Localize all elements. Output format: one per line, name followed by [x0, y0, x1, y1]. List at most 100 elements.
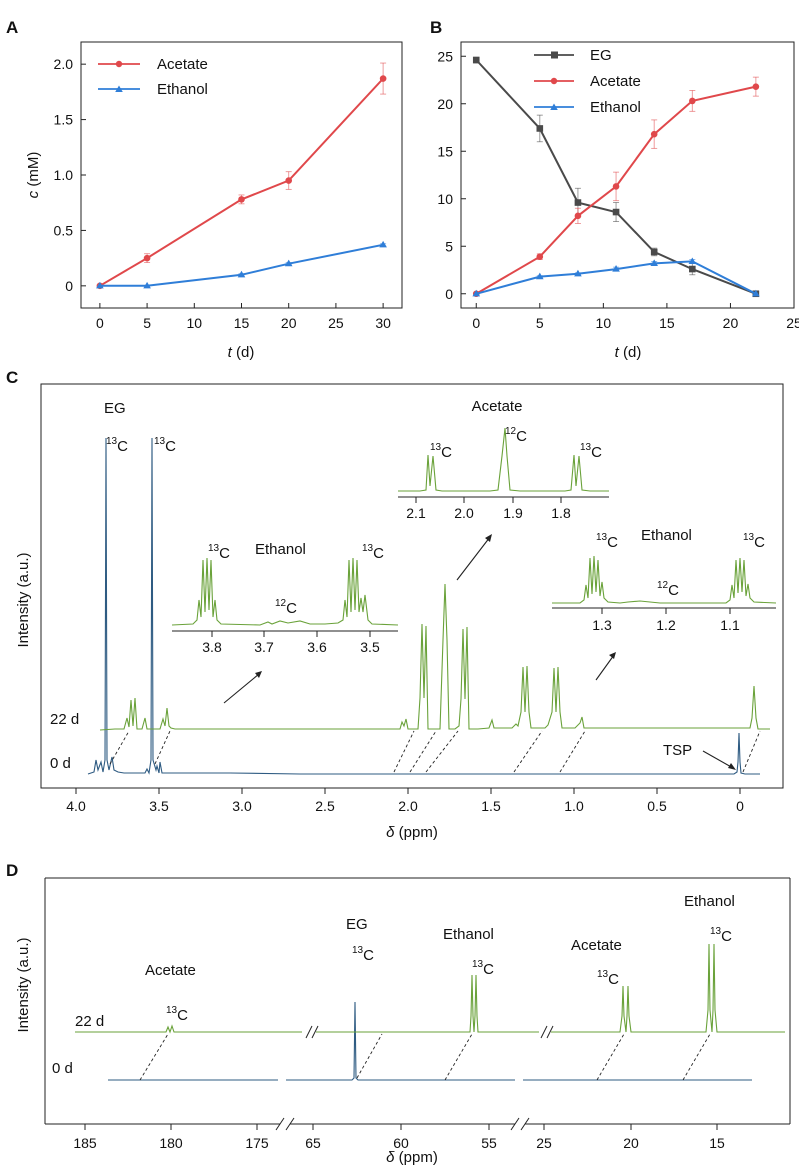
b-xticklabel-0: 0 — [472, 315, 480, 331]
b-point-acetate-2 — [574, 212, 582, 220]
c-inset-acetate-12c: 12C — [505, 426, 527, 445]
c-inset-ethanol-right-12c: 12C — [657, 580, 679, 599]
a-xticklabel-5: 5 — [143, 315, 151, 331]
b-point-ethanol-0 — [472, 289, 481, 297]
c-arrowhead-ethanol-right — [609, 652, 616, 659]
panel-c: C Intensity (a.u.) δ (ppm) 4.0 3.5 3.0 2… — [6, 368, 784, 841]
c-label-eg: EG — [104, 400, 126, 417]
panel-c-xticks: 4.0 3.5 3.0 2.5 2.0 1.5 1.0 0.5 0 — [66, 788, 744, 814]
a-point-ethanol-1 — [143, 281, 151, 289]
d-trace-0d — [108, 1001, 752, 1081]
legend-marker-acetate — [115, 60, 123, 68]
d-axis-break-2b — [520, 1117, 530, 1131]
c-inset-ethanol-left-ticklabel-3-7: 3.7 — [254, 639, 274, 655]
c-dashed-connectors — [109, 730, 761, 773]
a-point-acetate-4 — [379, 75, 387, 82]
c-inset-ethanol-left: Ethanol 13C 12C 13C 3.8 3.7 3.6 3.5 — [171, 541, 399, 704]
panel-b-ticks: 0 5 10 15 20 25 0 5 10 15 20 25 — [437, 48, 799, 331]
d-axis-break-1b — [285, 1117, 295, 1131]
b-yticklabel-1: 5 — [445, 238, 453, 254]
panel-d: D Intensity (a.u.) 185 180 175 65 60 — [6, 861, 791, 1166]
d-trace-break-2b — [546, 1025, 554, 1039]
b-point-ethanol-6 — [752, 289, 760, 297]
c-arrow-ethanol-left — [223, 673, 260, 704]
c-inset-ethanol-right-title: Ethanol — [641, 527, 692, 544]
c-ticklabel-4-0: 4.0 — [66, 798, 86, 814]
b-point-eg-5 — [689, 265, 696, 273]
c-trace-22d — [99, 583, 770, 731]
b-point-ethanol-5 — [688, 257, 697, 265]
legend-marker-ethanol-b — [550, 103, 558, 110]
c-arrowhead-ethanol-left — [255, 671, 262, 678]
panel-d-letter: D — [6, 861, 18, 880]
c-ticklabel-1-5: 1.5 — [481, 798, 501, 814]
c-inset-acetate-trace — [398, 427, 609, 492]
d-label-13c-acetate-left: 13C — [166, 1005, 188, 1024]
panel-b: B 0 5 10 15 20 25 0 5 10 15 20 25 t (d) EG Acetate … — [430, 18, 799, 361]
panel-c-xlabel: δ (ppm) — [386, 824, 438, 841]
c-inset-ethanol-left-ticklabel-3-8: 3.8 — [202, 639, 222, 655]
c-inset-acetate: Acetate 13C 12C 13C 2.1 2.0 1.9 1.8 — [398, 398, 609, 581]
legend-marker-ethanol — [115, 85, 123, 92]
c-label-13c-left: 13C — [106, 436, 128, 455]
d-axis-break-1a — [275, 1117, 285, 1131]
d-axis-break-2a — [510, 1117, 520, 1131]
panel-c-ylabel: Intensity (a.u.) — [15, 552, 32, 647]
d-trace-22d — [75, 943, 785, 1034]
d-label-13c-eg: 13C — [352, 945, 374, 964]
legend-label-eg: EG — [590, 47, 612, 64]
c-dash-2 — [154, 730, 171, 765]
c-label-13c-right: 13C — [154, 436, 176, 455]
c-inset-ethanol-right-13c-right: 13C — [743, 532, 765, 551]
b-xticklabel-10: 10 — [596, 315, 612, 331]
a-yticklabel-0: 0 — [65, 278, 73, 294]
panel-c-frame — [40, 383, 784, 789]
d-label-ethanol-right: Ethanol — [684, 893, 735, 910]
b-xticklabel-5: 5 — [536, 315, 544, 331]
panel-a-xlabel: t (d) — [228, 344, 255, 361]
panel-a: A 0 5 10 15 20 25 30 0 0.5 1.0 1.5 2.0 t (d) c (mM)… — [6, 18, 403, 361]
panel-c-letter: C — [6, 368, 18, 387]
d-label-eg: EG — [346, 916, 368, 933]
d-ticklabel-15: 15 — [709, 1135, 725, 1151]
c-inset-ethanol-right-ticklabel-1-1: 1.1 — [720, 617, 740, 633]
b-point-ethanol-4 — [650, 259, 658, 266]
c-trace-label-22d: 22 d — [50, 711, 79, 728]
a-point-acetate-1 — [143, 254, 151, 262]
c-trace-label-0d: 0 d — [50, 755, 71, 772]
c-ticklabel-1-0: 1.0 — [564, 798, 584, 814]
a-xticklabel-15: 15 — [234, 315, 250, 331]
panel-a-legend: Acetate Ethanol — [98, 56, 208, 98]
d-trace-label-0d: 0 d — [52, 1060, 73, 1077]
b-point-acetate-6 — [752, 83, 760, 90]
d-dashed-connectors — [139, 1033, 711, 1081]
c-dash-6 — [513, 730, 543, 773]
c-arrow-acetate — [456, 536, 491, 581]
b-yticklabel-3: 15 — [437, 143, 453, 159]
d-label-acetate-right: Acetate — [571, 937, 622, 954]
d-label-13c-acetate-right: 13C — [597, 969, 619, 988]
d-dash-4 — [596, 1033, 625, 1081]
c-inset-acetate-title: Acetate — [472, 398, 523, 415]
legend-marker-acetate-b — [550, 77, 558, 85]
a-yticklabel-4: 2.0 — [54, 56, 74, 72]
d-label-13c-ethanol-mid: 13C — [472, 959, 494, 978]
b-point-ethanol-1 — [536, 272, 544, 280]
c-inset-ethanol-left-13c-right: 13C — [362, 543, 384, 562]
c-arrowhead-tsp — [728, 763, 736, 770]
c-inset-ethanol-left-12c: 12C — [275, 598, 297, 617]
panel-d-xlabel: δ (ppm) — [386, 1149, 438, 1166]
d-trace-break-1b — [311, 1025, 319, 1039]
b-point-eg-4 — [650, 248, 658, 256]
c-inset-ethanol-left-ticklabel-3-6: 3.6 — [307, 639, 327, 655]
b-point-eg-0 — [472, 56, 480, 64]
panel-b-legend: EG Acetate Ethanol — [534, 47, 641, 116]
c-dash-7 — [559, 730, 586, 773]
b-xticklabel-20: 20 — [723, 315, 739, 331]
panel-a-ylabel: c (mM) — [25, 152, 42, 199]
d-ticklabel-65: 65 — [305, 1135, 321, 1151]
a-yticklabel-2: 1.0 — [54, 167, 74, 183]
d-dash-2 — [356, 1033, 383, 1079]
c-ticklabel-3-5: 3.5 — [149, 798, 169, 814]
